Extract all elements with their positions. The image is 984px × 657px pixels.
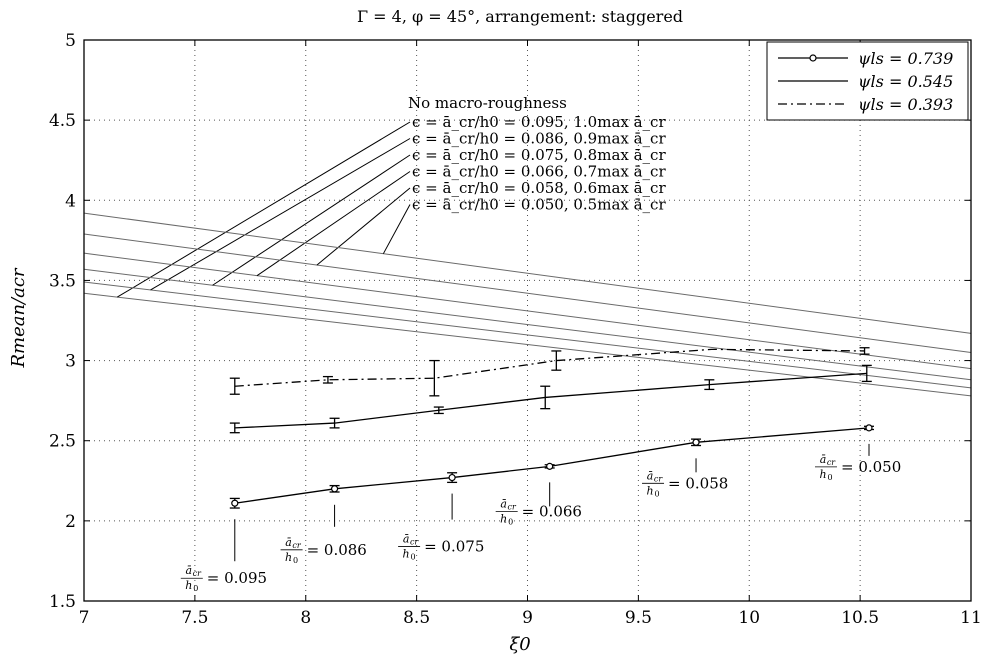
data-point (865, 424, 873, 432)
x-tick-label: 8 (300, 608, 311, 628)
y-tick-label: 1.5 (49, 592, 76, 612)
reference-label: ϵ = ā_cr/h0 = 0.050, 0.5max ā_cr (412, 196, 666, 214)
y-tick-label: 5 (65, 31, 76, 51)
data-point (448, 473, 456, 482)
reference-leader (117, 121, 411, 298)
series-line (234, 372, 867, 429)
annotation-fraction-den-sub: 0 (193, 584, 198, 593)
x-tick-label: 7 (79, 608, 90, 628)
x-tick-label: 10 (738, 608, 760, 628)
y-tick-label: 4.5 (49, 111, 76, 131)
annotation-value: = 0.095 (207, 569, 267, 587)
reference-line (83, 292, 972, 397)
reference-line (83, 212, 972, 334)
annotation-fraction-num-sub: cr (508, 502, 517, 511)
annotation-fraction-num: ā (500, 497, 507, 510)
annotation-fraction-num: ā (285, 536, 292, 549)
annotation-fraction-num-sub: cr (292, 541, 301, 550)
annotation-fraction-den: h (185, 579, 192, 592)
axis-ticks: 7 7.5 8 8.5 9 9.5 10 10.5 11 1.5 2 2.5 3 3.5 4 4.5 5 (49, 31, 982, 628)
reference-label: ϵ = ā_cr/h0 = 0.095, 1.0max ā_cr (412, 113, 666, 131)
y-axis-label: Rmean/acr (8, 267, 29, 368)
annotation-fraction-den: h (403, 548, 410, 561)
annotation-fraction-den-sub: 0 (827, 473, 832, 482)
x-tick-label: 11 (960, 608, 982, 628)
annotation-fraction-num-sub: cr (827, 458, 836, 467)
x-axis-label: ξ0 (509, 634, 530, 655)
reference-line (83, 268, 972, 381)
annotation-value: = 0.050 (841, 458, 901, 476)
annotation-fraction-num-sub: cr (410, 538, 419, 547)
annotation-fraction-den-sub: 0 (508, 517, 513, 526)
annotation-value: = 0.058 (668, 474, 728, 492)
series (229, 347, 874, 509)
annotation-value: = 0.066 (522, 502, 582, 520)
annotation-fraction-num: ā (186, 564, 193, 577)
legend: ψls = 0.739 ψls = 0.545 ψls = 0.393 (766, 41, 969, 121)
legend-label: ψls = 0.393 (858, 95, 953, 114)
reference-leader (150, 138, 411, 291)
annotation-fraction-den-sub: 0 (411, 553, 416, 562)
reference-leader (256, 171, 411, 277)
y-tick-label: 2 (65, 512, 76, 532)
reference-label: ϵ = ā_cr/h0 = 0.058, 0.6max ā_cr (412, 179, 666, 197)
annotation-fraction-den-sub: 0 (293, 556, 298, 565)
annotation-fraction-num-sub: cr (193, 569, 202, 578)
data-point (546, 462, 554, 470)
chart-title: Γ = 4, φ = 45°, arrangement: staggered (357, 7, 683, 26)
reference-leader (212, 154, 411, 286)
data-point (231, 499, 239, 507)
data-point (330, 485, 339, 493)
reference-header: No macro-roughness (408, 94, 567, 112)
annotation-fraction-den: h (285, 551, 292, 564)
reference-label: ϵ = ā_cr/h0 = 0.086, 0.9max ā_cr (412, 130, 666, 148)
annotation-fraction-den: h (500, 512, 507, 525)
reference-line (83, 252, 972, 370)
annotation-fraction-num: ā (403, 533, 410, 546)
annotation-fraction-den: h (646, 484, 653, 497)
annotation-fraction-den-sub: 0 (654, 489, 659, 498)
reference-label: ϵ = ā_cr/h0 = 0.075, 0.8max ā_cr (412, 146, 666, 164)
annotation-fraction-num: ā (647, 469, 654, 482)
legend-label: ψls = 0.545 (858, 72, 953, 91)
y-tick-label: 4 (65, 191, 76, 211)
annotation-value: = 0.086 (307, 541, 367, 559)
y-tick-label: 3.5 (49, 271, 76, 291)
series-line (234, 348, 865, 387)
legend-marker (809, 54, 817, 62)
data-point (692, 438, 700, 446)
reference-line (83, 281, 972, 389)
x-tick-label: 10.5 (841, 608, 879, 628)
reference-leader (382, 204, 411, 254)
x-tick-label: 8.5 (403, 608, 430, 628)
reference-label: ϵ = ā_cr/h0 = 0.066, 0.7max ā_cr (412, 163, 666, 181)
reference-leader (316, 187, 411, 266)
reference-line (83, 233, 972, 354)
annotation-value: = 0.075 (424, 538, 484, 556)
annotation-fraction-num-sub: cr (654, 474, 663, 483)
x-tick-label: 9 (522, 608, 533, 628)
series-line (234, 427, 870, 504)
grid (84, 40, 971, 601)
annotation-fraction-num: ā (820, 453, 827, 466)
reference-lines (83, 121, 972, 397)
y-tick-label: 2.5 (49, 432, 76, 452)
annotation-fraction-den: h (819, 468, 826, 481)
legend-label: ψls = 0.739 (858, 49, 953, 68)
x-tick-label: 7.5 (181, 608, 208, 628)
x-tick-label: 9.5 (625, 608, 652, 628)
y-tick-label: 3 (65, 352, 76, 372)
